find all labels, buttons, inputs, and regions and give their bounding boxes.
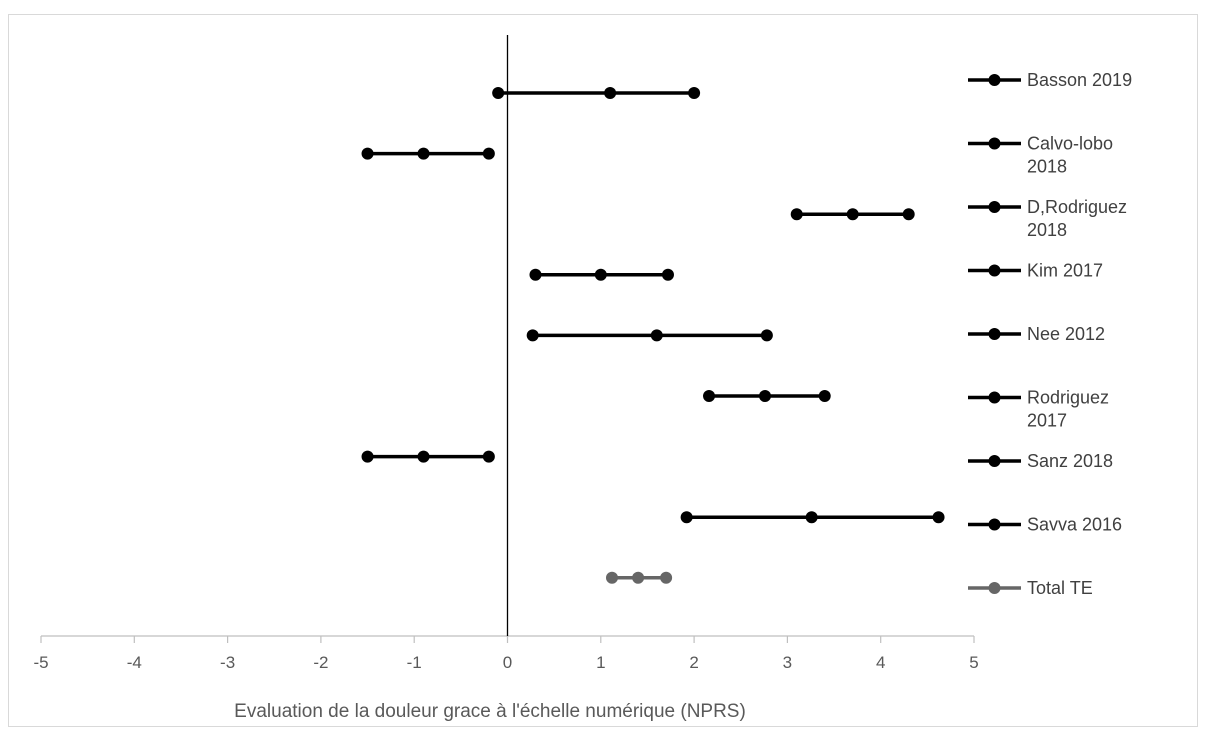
estimate-point bbox=[417, 147, 430, 160]
legend-label: Total TE bbox=[1027, 578, 1093, 598]
legend-label: Rodriguez 2017 bbox=[1027, 388, 1109, 431]
upper-bound-point bbox=[482, 450, 495, 463]
lower-bound-point bbox=[703, 390, 716, 402]
series-savva-2016 bbox=[680, 511, 945, 524]
x-tick-label: -1 bbox=[407, 653, 422, 672]
series-nee-2012 bbox=[526, 329, 773, 342]
legend-entry: Rodriguez 2017 bbox=[968, 388, 1109, 431]
legend-entry: Nee 2012 bbox=[968, 324, 1105, 344]
lower-bound-point bbox=[529, 268, 542, 281]
legend-entry: Sanz 2018 bbox=[968, 451, 1113, 471]
legend: Basson 2019 Calvo-lobo 2018 D,Rodriguez 2018… bbox=[968, 70, 1132, 598]
series-total-te bbox=[605, 571, 673, 584]
lower-bound-point bbox=[361, 450, 374, 463]
upper-bound-point bbox=[902, 208, 915, 221]
series-kim-2017 bbox=[529, 268, 674, 281]
upper-bound-point bbox=[660, 571, 673, 584]
x-axis-title: Evaluation de la douleur grace à l'échel… bbox=[234, 701, 746, 722]
axis-layer: -5 -4 -3 -2 -1 0 1 2 3 4 5 bbox=[33, 35, 979, 672]
lower-bound-point bbox=[492, 87, 505, 99]
legend-label: D,Rodriguez 2018 bbox=[1027, 197, 1127, 240]
x-tick-label: 1 bbox=[596, 653, 605, 672]
estimate-point bbox=[805, 511, 818, 524]
legend-entry: D,Rodriguez 2018 bbox=[968, 197, 1127, 240]
x-tick-label: -5 bbox=[33, 653, 48, 672]
lower-bound-point bbox=[361, 147, 374, 160]
series-rodriguez-2017 bbox=[703, 390, 831, 402]
upper-bound-point bbox=[760, 329, 773, 342]
legend-swatch-marker bbox=[988, 518, 1001, 531]
legend-swatch-marker bbox=[988, 137, 1001, 150]
estimate-point bbox=[594, 268, 607, 281]
lower-bound-point bbox=[680, 511, 693, 524]
upper-bound-point bbox=[688, 87, 701, 99]
estimate-point bbox=[604, 87, 617, 99]
legend-swatch-marker bbox=[988, 201, 1001, 213]
estimate-point bbox=[846, 208, 859, 221]
x-tick-label: -4 bbox=[127, 653, 142, 672]
series-basson-2019 bbox=[492, 87, 701, 99]
legend-swatch-marker bbox=[988, 328, 1001, 340]
legend-entry: Calvo-lobo 2018 bbox=[968, 134, 1113, 177]
x-tick-label: 5 bbox=[969, 653, 978, 672]
series-sanz-2018 bbox=[361, 450, 495, 463]
x-tick-label: 0 bbox=[503, 653, 512, 672]
upper-bound-point bbox=[932, 511, 945, 524]
series-d-rodriguez-2018 bbox=[790, 208, 915, 221]
estimate-point bbox=[650, 329, 663, 342]
legend-label: Calvo-lobo 2018 bbox=[1027, 134, 1113, 177]
lower-bound-point bbox=[526, 329, 539, 342]
legend-label: Kim 2017 bbox=[1027, 261, 1103, 281]
legend-swatch-marker bbox=[988, 455, 1001, 467]
x-tick-label: 4 bbox=[876, 653, 885, 672]
series-calvo-lobo-2018 bbox=[361, 147, 495, 160]
legend-label: Sanz 2018 bbox=[1027, 451, 1113, 471]
legend-entry: Savva 2016 bbox=[968, 515, 1122, 535]
estimate-point bbox=[759, 390, 772, 402]
series-layer bbox=[361, 87, 945, 584]
legend-label: Savva 2016 bbox=[1027, 515, 1122, 535]
legend-swatch-marker bbox=[988, 582, 1001, 594]
x-tick-label: 3 bbox=[783, 653, 792, 672]
legend-label: Basson 2019 bbox=[1027, 70, 1132, 90]
legend-entry: Total TE bbox=[968, 578, 1093, 598]
legend-entry: Basson 2019 bbox=[968, 70, 1132, 90]
legend-swatch-marker bbox=[988, 391, 1001, 404]
legend-swatch-marker bbox=[988, 264, 1001, 277]
legend-label: Nee 2012 bbox=[1027, 324, 1105, 344]
lower-bound-point bbox=[790, 208, 803, 221]
x-tick-label: -2 bbox=[313, 653, 328, 672]
estimate-point bbox=[632, 571, 645, 584]
plot-frame bbox=[8, 14, 1198, 727]
upper-bound-point bbox=[482, 147, 495, 160]
upper-bound-point bbox=[661, 268, 674, 281]
legend-entry: Kim 2017 bbox=[968, 261, 1103, 281]
x-tick-label: 2 bbox=[689, 653, 698, 672]
x-tick-label: -3 bbox=[220, 653, 235, 672]
upper-bound-point bbox=[818, 390, 831, 402]
legend-swatch-marker bbox=[988, 74, 1001, 86]
lower-bound-point bbox=[605, 571, 618, 584]
estimate-point bbox=[417, 450, 430, 463]
